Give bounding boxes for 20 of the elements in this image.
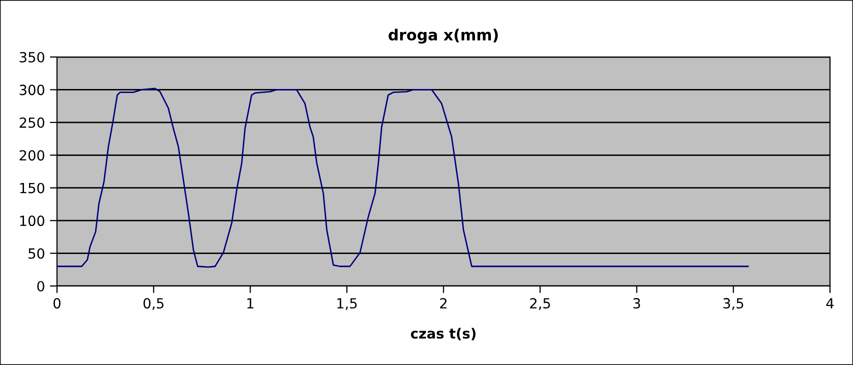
x-tick-label: 4 (826, 298, 834, 308)
x-axis-title: czas t(s) (410, 328, 476, 340)
x-tick-label: 2 (440, 298, 447, 308)
y-tick-label: 300 (20, 84, 44, 96)
x-tick-label: 0 (53, 298, 60, 309)
line-series (57, 88, 749, 268)
chart-title: droga x(mm) (388, 28, 498, 44)
x-tick-label: 1,5 (337, 298, 357, 310)
x-tick-label: 3 (633, 298, 640, 309)
y-tick-label: 100 (20, 216, 44, 226)
x-tick-label: 0,5 (143, 298, 164, 310)
y-tick-label: 250 (20, 117, 44, 128)
y-tick-label: 200 (20, 150, 44, 161)
y-tick-label: 50 (28, 248, 44, 259)
x-tick-label: 1 (247, 298, 254, 308)
y-tick-label: 350 (20, 52, 44, 62)
x-tick-label: 2,5 (530, 298, 550, 310)
y-tick-label: 0 (37, 280, 44, 292)
x-tick-label: 3,5 (723, 298, 744, 310)
y-tick-label: 150 (20, 182, 44, 194)
